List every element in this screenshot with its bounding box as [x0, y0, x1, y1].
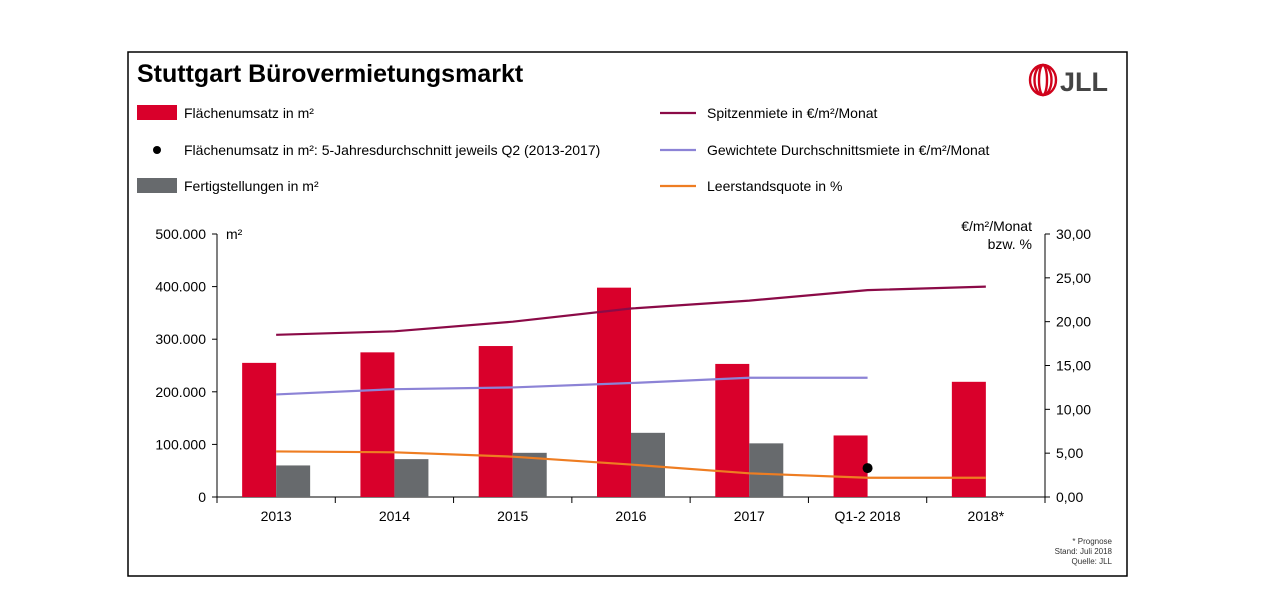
chart-legend: Flächenumsatz in m² Flächenumsatz in m²: … [137, 105, 990, 194]
bar-fertigstellungen-in-m-2013 [276, 465, 311, 497]
legend-label: Gewichtete Durchschnittsmiete in €/m²/Mo… [707, 142, 990, 158]
left-tick-label: 0 [198, 489, 206, 505]
x-tick-label: 2018* [968, 508, 1005, 524]
jll-logo-mark-icon [1028, 63, 1058, 97]
chart-title: Stuttgart Bürovermietungsmarkt [137, 60, 524, 88]
legend-label: Spitzenmiete in €/m²/Monat [707, 105, 878, 121]
right-tick-label: 15,00 [1056, 358, 1091, 374]
legend-item-2: Flächenumsatz in m²: 5-Jahresdurchschnit… [153, 142, 600, 158]
legend-item-4: Spitzenmiete in €/m²/Monat [660, 105, 878, 121]
legend-label: Flächenumsatz in m² [184, 105, 314, 121]
right-tick-label: 20,00 [1056, 314, 1091, 330]
plot-area: 0 100.000 200.000 300.000 400.000 500.000 m² 0,… [155, 218, 1091, 524]
legend-swatch-bar [137, 178, 177, 193]
legend-label: Fertigstellungen in m² [184, 178, 319, 194]
footnote-forecast: * Prognose [1072, 537, 1112, 546]
footnotes: * Prognose Stand: Juli 2018 Quelle: JLL [1055, 537, 1113, 566]
bar-fertigstellungen-in-m-2015 [512, 452, 547, 497]
right-axis-unit: €/m²/Monat [961, 218, 1032, 234]
bar-fertigstellungen-in-m-2014 [394, 459, 429, 497]
line-spitzenmiete-in-m-monat [276, 285, 986, 336]
dot-5-jahresdurchschnitt [862, 463, 873, 474]
right-tick-label: 5,00 [1056, 445, 1083, 461]
bar-fl-chenumsatz-in-m-2016 [597, 287, 631, 497]
bar-fl-chenumsatz-in-m-2013 [242, 362, 277, 497]
bar-fl-chenumsatz-in-m-2014 [360, 352, 395, 497]
legend-item-1: Flächenumsatz in m² [137, 105, 314, 121]
left-tick-label: 200.000 [155, 384, 206, 400]
jll-logo-text: JLL [1060, 67, 1108, 97]
right-tick-label: 30,00 [1056, 226, 1091, 242]
legend-swatch-dot [153, 146, 161, 154]
right-tick-label: 25,00 [1056, 270, 1091, 286]
legend-item-5: Gewichtete Durchschnittsmiete in €/m²/Mo… [660, 142, 990, 158]
footnote-date: Stand: Juli 2018 [1055, 547, 1113, 556]
footnote-source: Quelle: JLL [1072, 557, 1113, 566]
right-tick-label: 10,00 [1056, 401, 1091, 417]
left-tick-label: 500.000 [155, 226, 206, 242]
left-axis-unit: m² [226, 226, 243, 242]
bar-fl-chenumsatz-in-m-2015 [478, 346, 513, 497]
legend-swatch-bar [137, 105, 177, 120]
x-tick-label: 2013 [261, 508, 292, 524]
x-tick-label: Q1-2 2018 [834, 508, 900, 524]
legend-item-3: Fertigstellungen in m² [137, 178, 319, 194]
line-gewichtete-durchschnittsmiete-in-m-monat [276, 376, 868, 396]
right-tick-label: 0,00 [1056, 489, 1083, 505]
bar-fl-chenumsatz-in-m-2017 [715, 363, 750, 497]
legend-item-6: Leerstandsquote in % [660, 178, 842, 194]
x-tick-label: 2017 [734, 508, 765, 524]
x-tick-label: 2015 [497, 508, 528, 524]
bar-fertigstellungen-in-m-2017 [749, 443, 784, 497]
left-tick-label: 300.000 [155, 331, 206, 347]
legend-label: Flächenumsatz in m²: 5-Jahresdurchschnit… [184, 142, 600, 158]
left-tick-label: 400.000 [155, 279, 206, 295]
right-axis-unit-2: bzw. % [988, 236, 1032, 252]
bar-fl-chenumsatz-in-m-q1-2-2018 [833, 435, 868, 497]
left-tick-label: 100.000 [155, 436, 206, 452]
line-leerstandsquote-in [276, 450, 986, 479]
jll-logo: JLL [1028, 63, 1108, 97]
x-tick-label: 2014 [379, 508, 410, 524]
bar-fl-chenumsatz-in-m-2018 [951, 381, 986, 497]
x-tick-label: 2016 [615, 508, 646, 524]
legend-label: Leerstandsquote in % [707, 178, 842, 194]
